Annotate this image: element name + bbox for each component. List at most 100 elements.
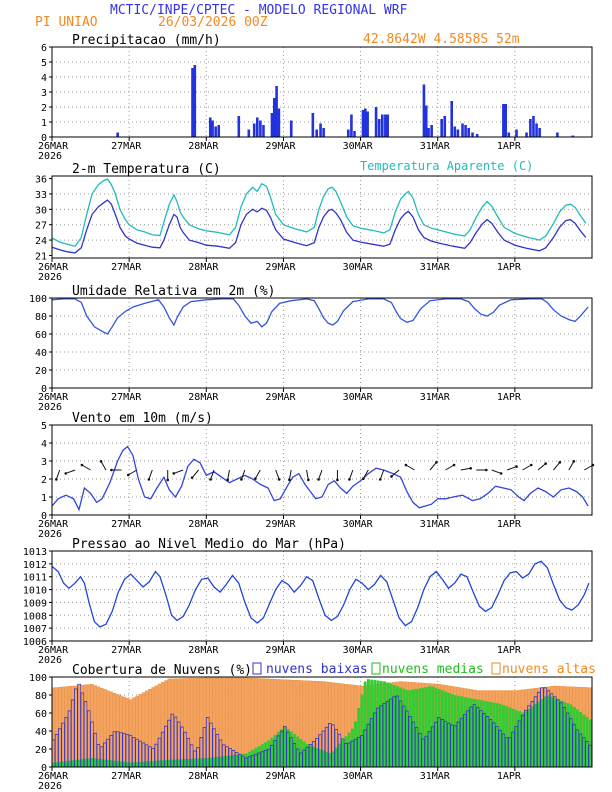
- cloud-bar-altas: [164, 680, 168, 768]
- cloud-bar-medias: [142, 761, 145, 767]
- wind-vector: [405, 464, 415, 471]
- x-tick-label: 28MAR: [188, 519, 219, 530]
- y-tick-label: 1013: [23, 547, 47, 558]
- cloud-bar-altas: [190, 678, 194, 768]
- y-tick-label: 0: [41, 133, 47, 144]
- precip-bar: [364, 108, 367, 137]
- wind-vector-head: [361, 477, 365, 480]
- cloud-bar-altas: [93, 685, 97, 768]
- y-tick-label: 0: [41, 384, 47, 395]
- x-tick-label: 27MAR: [111, 519, 142, 530]
- wind-vector: [306, 469, 309, 480]
- precip-bar: [475, 134, 479, 137]
- cloud-bar-medias: [582, 714, 586, 767]
- x-tick-label: 27MAR: [111, 141, 142, 152]
- cloud-bar-medias: [273, 734, 277, 767]
- wind-vector-head: [240, 478, 243, 481]
- cloud-bar-medias: [93, 758, 97, 767]
- cloud-bar-medias: [161, 760, 165, 767]
- cloud-bar-medias: [434, 687, 438, 767]
- y-tick-label: 5: [41, 421, 47, 432]
- x-tick-label: 28MAR: [188, 262, 219, 273]
- cloud-bar-medias: [167, 759, 171, 767]
- series-line-temp-0: [51, 199, 587, 254]
- cloud-bar-medias: [367, 679, 370, 767]
- cloud-bar-medias: [457, 695, 460, 767]
- cloud-bar-medias: [109, 760, 113, 767]
- x-tick-label: 1APR: [497, 771, 522, 782]
- panel-title: Cobertura de Nuvens (%): [72, 663, 252, 678]
- cloud-bar-medias: [135, 762, 139, 767]
- cloud-bar-medias: [328, 753, 332, 767]
- precip-bar: [361, 110, 365, 137]
- cloud-bar-medias: [386, 682, 390, 767]
- precip-bar: [529, 119, 532, 137]
- cloud-bar-medias: [106, 759, 110, 767]
- cloud-bar-medias: [572, 707, 576, 767]
- legend-box-medias: [371, 662, 381, 675]
- x-tick-label: 1APR: [497, 262, 522, 273]
- cloud-bar-medias: [174, 759, 178, 767]
- cloud-bar-altas: [235, 677, 239, 768]
- cloud-bar-medias: [164, 760, 168, 767]
- x-tick-label: 30MAR: [343, 771, 374, 782]
- cloud-bar-altas: [80, 684, 84, 768]
- wind-vector: [55, 469, 61, 480]
- cloud-bar-medias: [206, 758, 210, 767]
- legend-box-baixas: [252, 662, 262, 675]
- cloud-bar-medias: [132, 762, 136, 767]
- precip-bar: [214, 126, 217, 137]
- cloud-bar-altas: [180, 678, 184, 768]
- y-tick-label: 1: [41, 493, 47, 504]
- precip-bar: [275, 86, 278, 137]
- wind-vector-head: [172, 472, 176, 475]
- x-tick-label: 31MAR: [420, 771, 451, 782]
- precip-bar: [270, 113, 274, 137]
- precip-bar: [366, 111, 369, 137]
- x-tick-label: 29MAR: [265, 645, 296, 656]
- cloud-bar-medias: [392, 685, 396, 767]
- cloud-bar-medias: [466, 697, 470, 767]
- panel-title: 2-m Temperatura (C): [72, 162, 221, 177]
- wind-vector-head: [126, 473, 130, 477]
- wind-vector: [445, 464, 455, 471]
- cloud-bar-medias: [363, 681, 367, 767]
- legend-nuvens-baixas: nuvens baixas: [266, 662, 368, 677]
- cloud-bar-medias: [492, 702, 496, 767]
- cloud-bar-altas: [215, 677, 219, 768]
- x-tick-label: 29MAR: [265, 519, 296, 530]
- cloud-bar-medias: [418, 688, 422, 767]
- cloud-bar-medias: [360, 694, 364, 767]
- cloud-bar-medias: [90, 758, 94, 767]
- cloud-bar-medias: [444, 691, 448, 767]
- cloud-bar-medias: [100, 759, 104, 767]
- cloud-bar-medias: [113, 760, 116, 767]
- y-tick-label: 3: [41, 457, 47, 468]
- x-tick-label: 26MAR: [38, 645, 69, 656]
- cloud-bar-medias: [482, 700, 486, 767]
- precip-bar: [538, 128, 541, 137]
- cloud-bar-medias: [289, 731, 293, 767]
- cloud-bar-altas: [122, 696, 126, 768]
- series-line-temp-1: [51, 178, 587, 247]
- panel-title: Umidade Relativa em 2m (%): [72, 284, 276, 299]
- x-tick-label: 28MAR: [188, 141, 219, 152]
- wind-vector: [318, 469, 323, 480]
- precip-bar: [311, 113, 315, 137]
- cloud-bar-medias: [286, 729, 290, 767]
- cloud-bar-medias: [296, 736, 300, 767]
- precip-bar: [208, 117, 212, 137]
- panel-rh: 0 20 40 60 80 100 26MAR 27MAR 28MAR 29MAR 30MAR 31M…: [29, 284, 593, 413]
- precip-bar: [384, 114, 387, 137]
- cloud-bar-medias: [129, 762, 133, 767]
- cloud-bar-medias: [354, 721, 358, 767]
- cloud-bar-medias: [331, 751, 335, 767]
- cloud-bar-medias: [344, 736, 348, 767]
- x-tick-label: 31MAR: [420, 519, 451, 530]
- wind-vector-head: [572, 460, 576, 463]
- cloud-bar-medias: [215, 756, 219, 767]
- y-tick-label: 27: [35, 221, 47, 232]
- plot-frame: [51, 550, 593, 642]
- x-tick-label: 29MAR: [265, 262, 296, 273]
- cloud-bar-altas: [87, 684, 91, 768]
